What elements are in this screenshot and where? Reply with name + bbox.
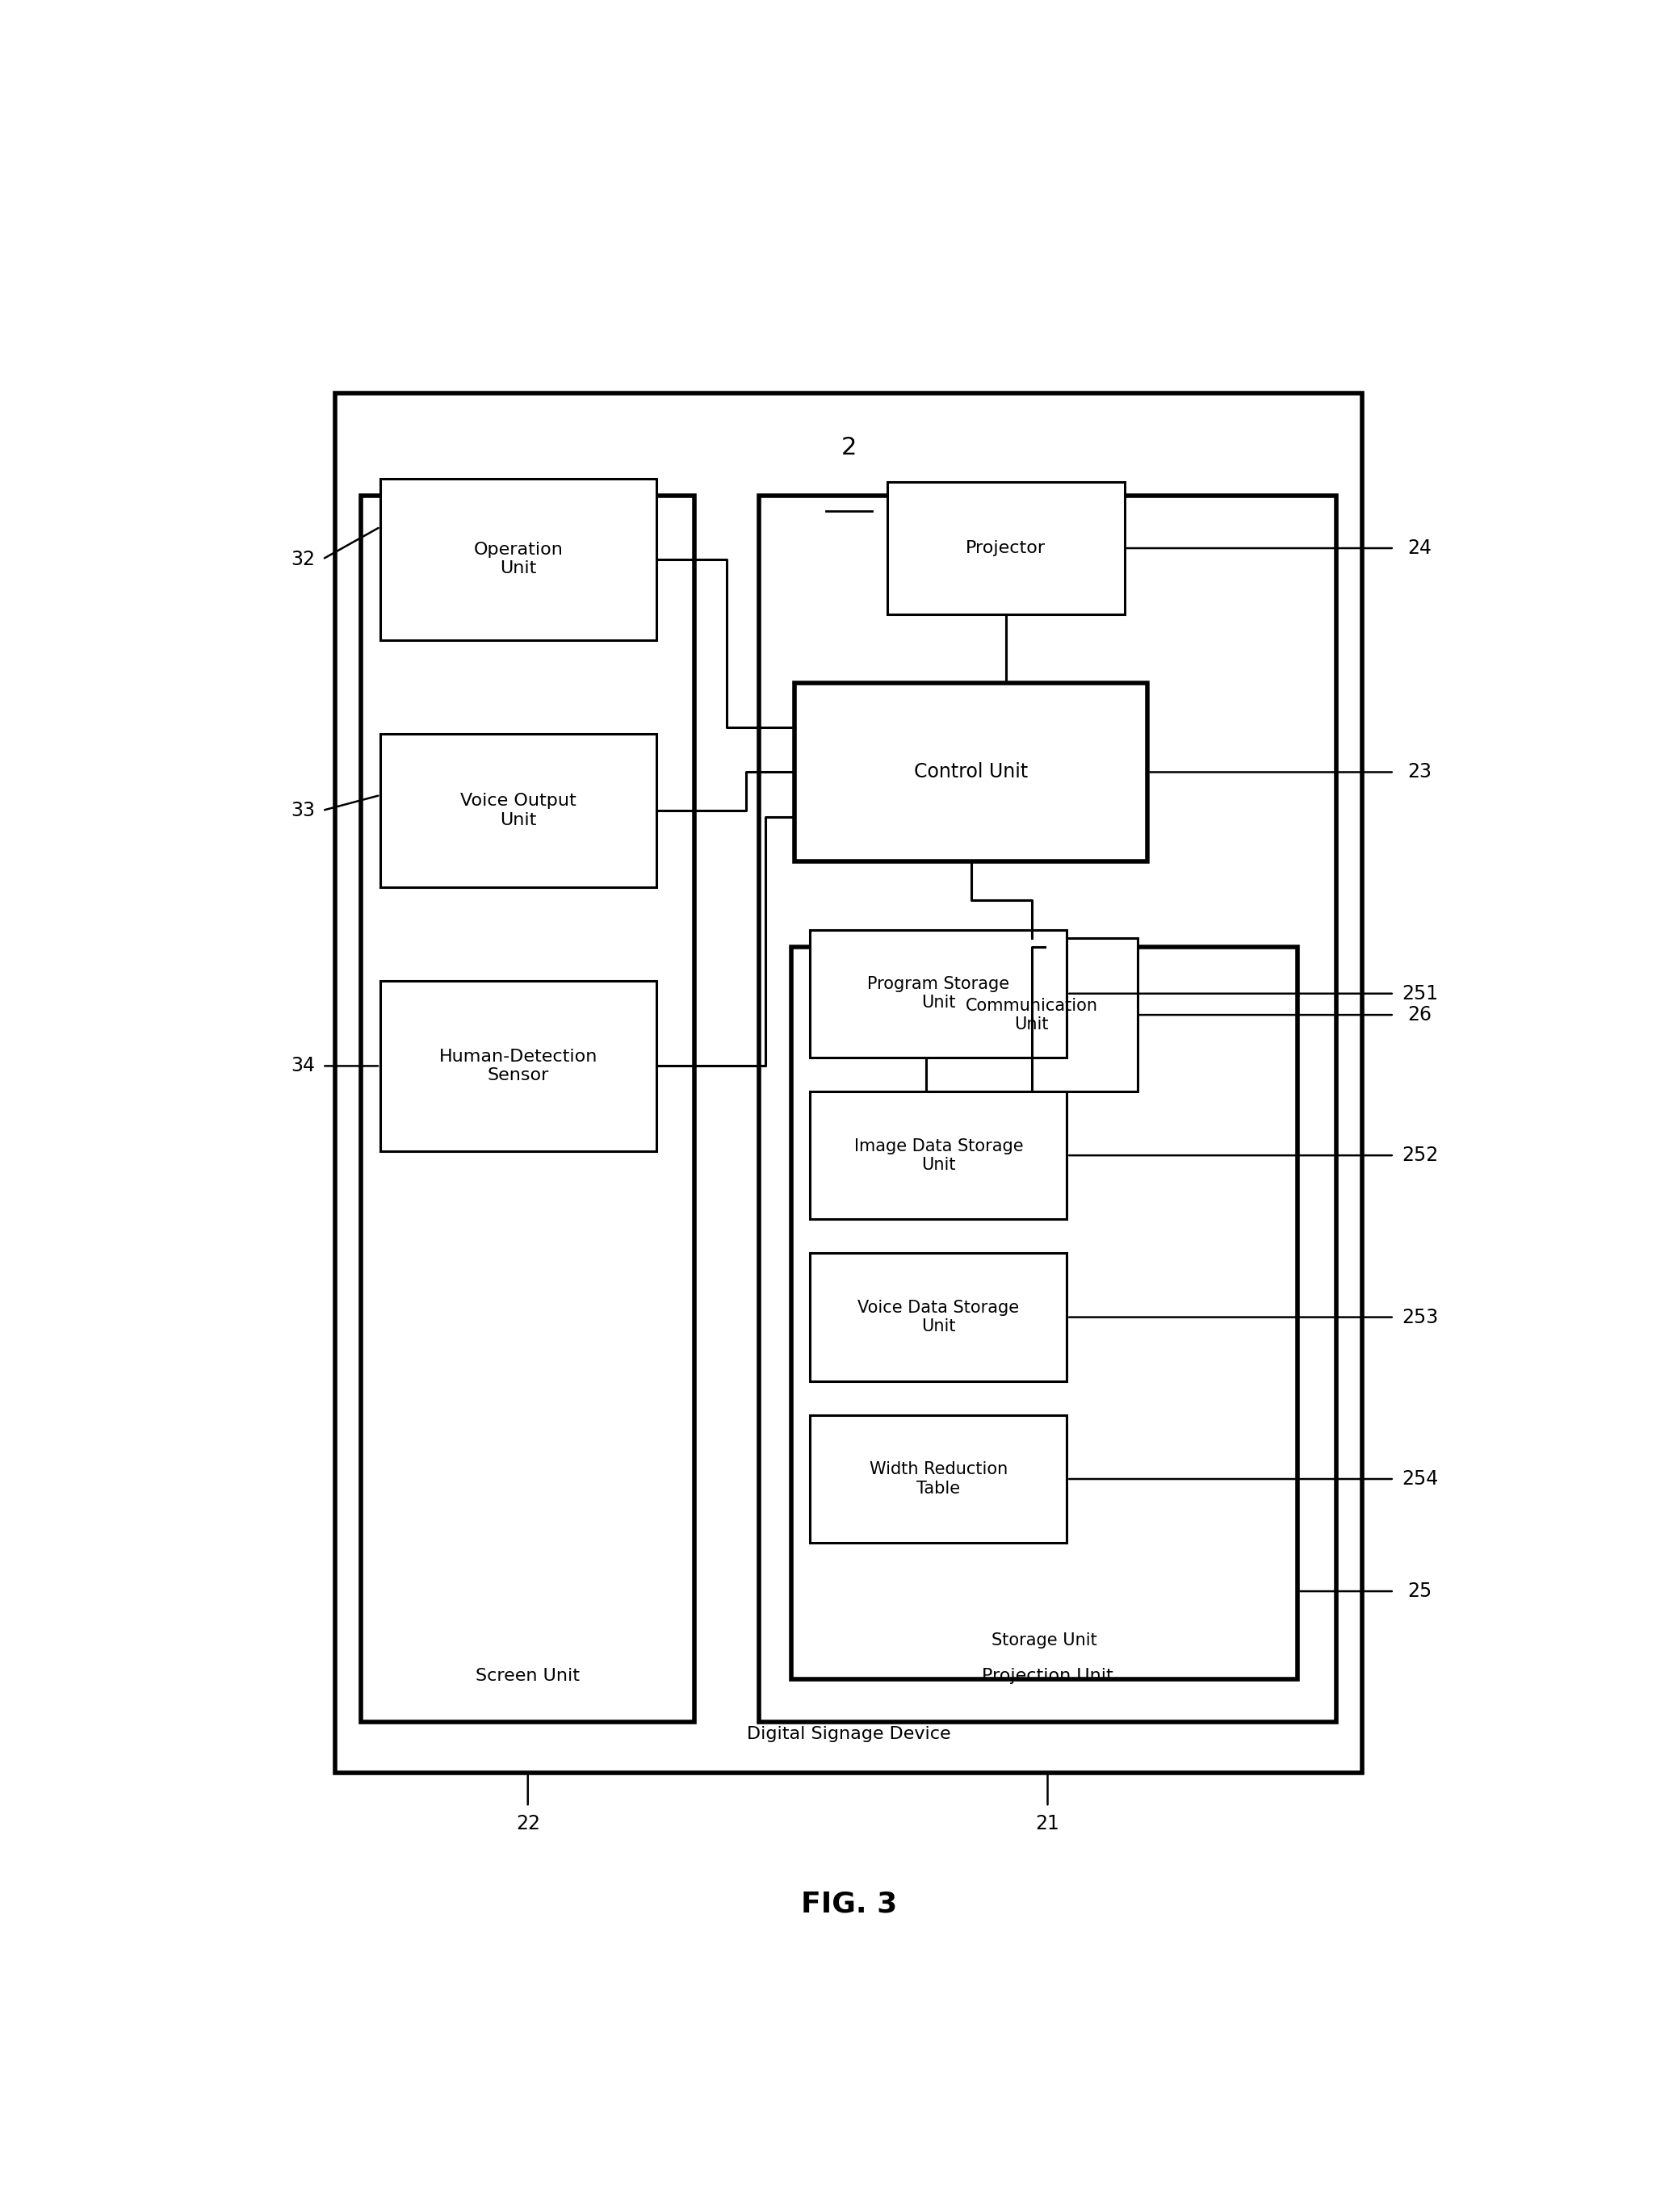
Bar <box>810 1254 1066 1380</box>
Text: Projection Unit: Projection Unit <box>982 1668 1113 1683</box>
Text: Image Data Storage
Unit: Image Data Storage Unit <box>854 1137 1023 1172</box>
Text: Voice Output
Unit: Voice Output Unit <box>460 794 576 827</box>
Bar <box>810 1416 1066 1544</box>
Bar <box>361 495 696 1721</box>
Text: 253: 253 <box>1401 1307 1437 1327</box>
Text: 25: 25 <box>1408 1582 1432 1601</box>
Text: 21: 21 <box>1035 1814 1060 1834</box>
Text: 251: 251 <box>1401 984 1437 1004</box>
Text: 254: 254 <box>1401 1469 1437 1489</box>
Text: 22: 22 <box>515 1814 540 1834</box>
Text: Projector: Projector <box>965 540 1047 555</box>
Bar <box>758 495 1336 1721</box>
Text: 34: 34 <box>291 1057 315 1075</box>
Text: Voice Data Storage
Unit: Voice Data Storage Unit <box>858 1301 1020 1334</box>
Bar <box>810 929 1066 1057</box>
Bar <box>792 947 1298 1679</box>
Text: Operation
Unit: Operation Unit <box>474 542 563 577</box>
Bar <box>381 734 656 887</box>
Text: 23: 23 <box>1408 763 1432 781</box>
Text: Control Unit: Control Unit <box>914 763 1028 781</box>
Text: Human-Detection
Sensor: Human-Detection Sensor <box>439 1048 598 1084</box>
Bar <box>795 684 1148 863</box>
Text: 252: 252 <box>1401 1146 1437 1166</box>
Text: 26: 26 <box>1408 1004 1432 1024</box>
Text: 2: 2 <box>841 436 856 460</box>
Bar <box>810 1091 1066 1219</box>
Text: Screen Unit: Screen Unit <box>475 1668 580 1683</box>
Bar <box>381 980 656 1150</box>
Text: 24: 24 <box>1408 538 1432 557</box>
Text: Width Reduction
Table: Width Reduction Table <box>869 1462 1007 1498</box>
Bar <box>335 394 1363 1772</box>
Text: FIG. 3: FIG. 3 <box>800 1891 898 1918</box>
Text: Communication
Unit: Communication Unit <box>965 998 1098 1033</box>
Text: Storage Unit: Storage Unit <box>992 1632 1098 1648</box>
Bar <box>926 938 1138 1091</box>
Bar <box>888 482 1124 615</box>
Bar <box>381 478 656 639</box>
Text: 32: 32 <box>291 549 315 568</box>
Text: 33: 33 <box>291 801 315 821</box>
Text: Program Storage
Unit: Program Storage Unit <box>868 975 1010 1011</box>
Text: Digital Signage Device: Digital Signage Device <box>747 1725 951 1743</box>
